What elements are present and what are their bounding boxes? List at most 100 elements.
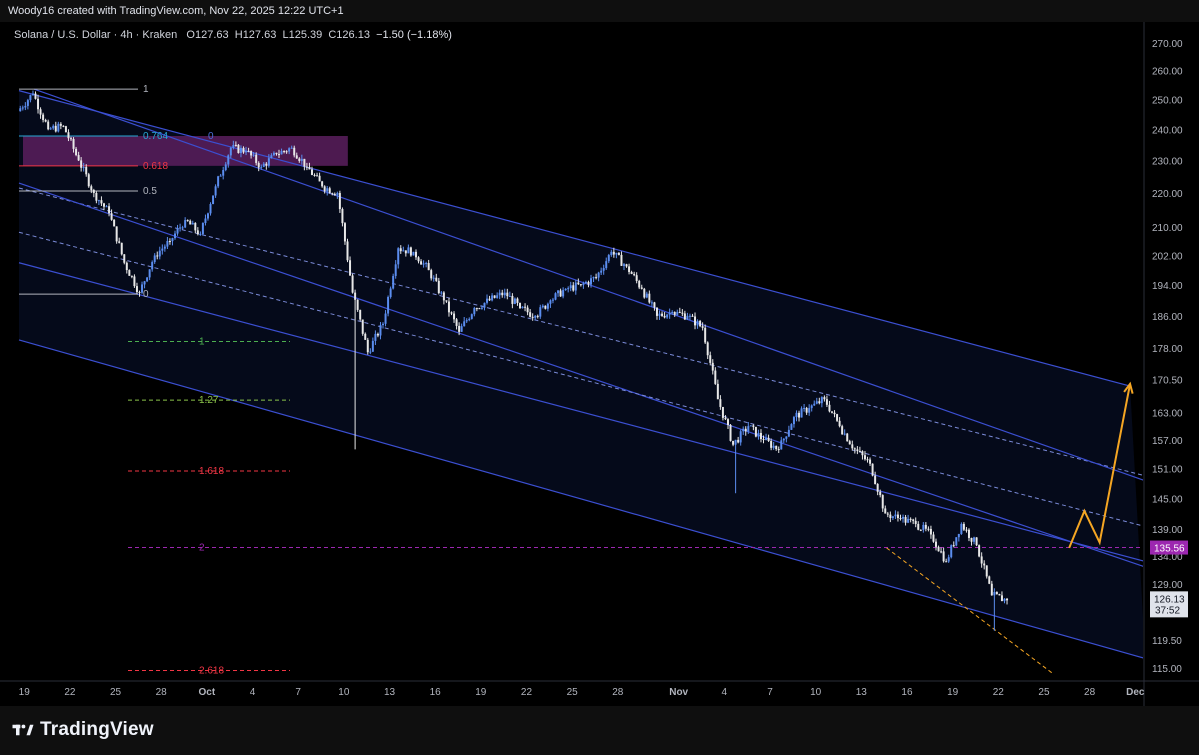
candle-body — [397, 248, 400, 265]
candle-body — [349, 260, 352, 276]
candle-body — [896, 514, 899, 519]
x-axis-tick-label: Dec — [1126, 687, 1145, 698]
candle-body — [557, 290, 560, 294]
candle-body — [666, 314, 669, 318]
candle-body — [696, 320, 699, 326]
candle-body — [879, 491, 882, 496]
candle-body — [427, 263, 430, 271]
candle-body — [219, 175, 222, 177]
candle-body — [914, 520, 917, 524]
candle-body — [881, 495, 884, 509]
candle-body — [199, 234, 202, 236]
candle-body — [549, 300, 552, 304]
candle-body — [57, 123, 60, 132]
candle-body — [90, 186, 93, 191]
candle-body — [597, 272, 600, 278]
candle-body — [158, 250, 161, 257]
symbol-legend: Solana / U.S. Dollar · 4h · Kraken O127.… — [14, 29, 452, 41]
candle-body — [526, 307, 529, 313]
candle-body — [239, 147, 242, 154]
candle-body — [998, 594, 1001, 596]
candle-body — [668, 312, 671, 315]
candle-body — [742, 428, 745, 432]
candle-body — [978, 545, 981, 557]
projection-path — [1068, 383, 1132, 549]
x-axis-tick-label: 28 — [156, 687, 168, 698]
candle-body — [143, 281, 146, 285]
candle-body — [247, 150, 250, 152]
candle-body — [267, 158, 270, 166]
x-axis-tick-label: 4 — [722, 687, 728, 698]
candle-body — [973, 537, 976, 542]
y-axis-tick-label: 145.00 — [1152, 494, 1183, 505]
x-axis-tick-label: 19 — [947, 687, 959, 698]
fib-extension-label: 0 — [208, 131, 214, 142]
candle-body — [798, 412, 801, 418]
candle-body — [333, 193, 336, 196]
candle-body — [759, 432, 762, 440]
candle-body — [39, 109, 42, 115]
candle-body — [828, 404, 831, 412]
y-axis-tick-label: 270.00 — [1152, 39, 1183, 50]
candle-body — [343, 223, 346, 242]
candle-body — [957, 533, 960, 538]
candle-body — [643, 288, 646, 298]
candle-body — [361, 319, 364, 334]
candle-body — [513, 298, 516, 304]
candle-body — [917, 523, 920, 530]
fib-retracement-label: 0.764 — [143, 131, 168, 142]
candle-body — [683, 313, 686, 320]
candle-body — [384, 313, 387, 324]
candle-body — [694, 316, 697, 326]
candle-body — [635, 275, 638, 281]
candle-body — [374, 333, 377, 341]
candle-body — [70, 138, 73, 140]
candle-body — [518, 302, 521, 309]
candle-body — [222, 170, 225, 176]
candle-body — [655, 307, 658, 316]
candle-body — [516, 298, 519, 303]
candle-body — [189, 220, 192, 225]
candle-body — [105, 206, 108, 208]
candle-body — [34, 93, 37, 99]
fib-retracement-label: 0 — [143, 289, 149, 300]
fib-retracement-label: 0.618 — [143, 161, 168, 172]
target-price-text: 135.56 — [1154, 544, 1185, 555]
candle-body — [364, 333, 367, 340]
candle-body — [491, 295, 494, 301]
candle-body — [803, 407, 806, 409]
x-axis-tick-label: 19 — [475, 687, 487, 698]
candle-body — [820, 397, 823, 404]
tradingview-logo[interactable]: TradingView — [12, 719, 154, 741]
candle-body — [524, 306, 527, 308]
candle-body — [912, 519, 915, 521]
candle-body — [24, 105, 27, 108]
candle-body — [808, 408, 811, 413]
candle-body — [42, 114, 45, 120]
candle-body — [889, 514, 892, 519]
candle-body — [196, 230, 199, 235]
candle-body — [298, 158, 301, 161]
current-price-badge — [1150, 591, 1188, 618]
candle-body — [100, 200, 103, 204]
candle-body — [120, 242, 123, 255]
candle-body — [544, 305, 547, 309]
legend-open: O127.63 — [186, 29, 229, 41]
candle-body — [729, 424, 732, 441]
candle-body — [478, 308, 481, 310]
candle-body — [579, 284, 582, 286]
candle-body — [711, 362, 714, 371]
candle-body — [72, 139, 75, 149]
candle-body — [988, 576, 991, 584]
channel-middle-line — [18, 182, 1143, 567]
price-chart[interactable]: 1 0.764 0.618 0.5 0 0 1 1.27 1.618 2 2.618 270.00 26… — [0, 0, 1199, 706]
candle-body — [620, 254, 623, 266]
candle-body — [118, 241, 121, 243]
candle-body — [214, 186, 217, 196]
candle-body — [245, 150, 248, 153]
candle-body — [496, 295, 499, 298]
y-axis-tick-label: 134.00 — [1152, 552, 1183, 563]
x-axis-tick-label: 7 — [295, 687, 301, 698]
candle-body — [82, 166, 85, 168]
candle-body — [102, 203, 105, 207]
